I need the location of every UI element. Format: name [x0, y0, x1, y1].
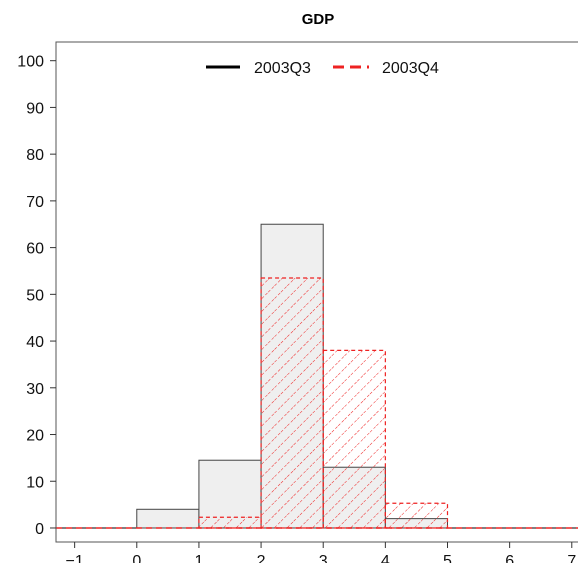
legend-label-2003q4: 2003Q4 [382, 60, 439, 77]
x-tick-label: 6 [505, 553, 514, 563]
x-tick-label: 4 [381, 553, 390, 563]
y-tick-label: 80 [26, 147, 44, 164]
x-tick-label: 7 [567, 553, 576, 563]
y-tick-label: 40 [26, 334, 44, 351]
bar-2003q4 [198, 516, 262, 529]
y-tick-label: 20 [26, 428, 44, 445]
bar-2003q4 [384, 502, 449, 529]
series-2003q4-bars [56, 277, 578, 529]
bar-2003q3 [136, 508, 200, 529]
bar-2003q4 [260, 277, 324, 529]
plot-frame [55, 41, 578, 543]
y-tick-label: 0 [35, 521, 44, 538]
y-tick-label: 70 [26, 194, 44, 211]
y-tick-label: 10 [26, 474, 44, 491]
x-tick-label: 3 [319, 553, 328, 563]
x-tick-label: 1 [194, 553, 203, 563]
x-tick-label: 0 [132, 553, 141, 563]
legend-label-2003q3: 2003Q3 [254, 60, 311, 77]
x-tick-label: 5 [443, 553, 452, 563]
bar-2003q4 [322, 349, 386, 529]
x-tick-label: 2 [257, 553, 266, 563]
y-tick-label: 30 [26, 381, 44, 398]
y-tick-label: 50 [26, 287, 44, 304]
legend: 2003Q3 2003Q4 [206, 60, 439, 77]
y-tick-label: 60 [26, 241, 44, 258]
y-tick-label: 90 [26, 100, 44, 117]
axes: 0 10 20 30 40 50 60 70 80 90 100 −1 0 1 2 3 4 5 6 7 [17, 41, 578, 563]
x-tick-label: −1 [66, 553, 84, 563]
chart-title: GDP [302, 11, 335, 28]
y-tick-label: 100 [17, 54, 44, 71]
